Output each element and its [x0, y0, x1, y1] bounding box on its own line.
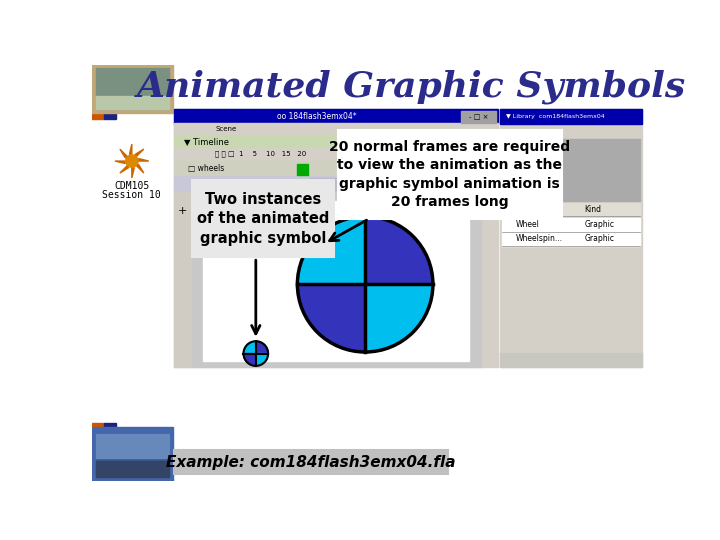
Text: 20 normal frames are required
to view the animation as the
graphic symbol animat: 20 normal frames are required to view th… [329, 140, 570, 209]
Text: - □ ×: - □ × [469, 114, 489, 120]
Polygon shape [115, 161, 132, 163]
Bar [462, 111, 496, 123]
Text: +: + [178, 206, 187, 216]
Polygon shape [256, 341, 268, 354]
Bar [174, 135, 498, 148]
Polygon shape [132, 149, 144, 161]
Bar [174, 450, 448, 475]
Bar [503, 139, 640, 201]
Bar [96, 68, 168, 96]
Bar [104, 423, 117, 481]
Polygon shape [132, 159, 149, 161]
Polygon shape [130, 144, 132, 161]
Text: Two instances
of the animated
graphic symbol: Two instances of the animated graphic sy… [197, 192, 329, 246]
Bar [174, 148, 498, 161]
Bar [174, 177, 498, 192]
Bar [309, 178, 394, 191]
Text: 2 Items: 2 Items [505, 131, 533, 140]
Polygon shape [297, 284, 365, 352]
Text: 📷 🔒 □  1    5    10   15   20: 📷 🔒 □ 1 5 10 15 20 [215, 151, 306, 158]
Text: Example: com184flash3emx04.fla: Example: com184flash3emx04.fla [166, 455, 456, 470]
Bar [96, 434, 168, 457]
Bar [92, 423, 104, 481]
Bar [392, 178, 401, 191]
Text: Session 10: Session 10 [102, 190, 161, 200]
Bar [174, 109, 498, 124]
Bar [92, 427, 173, 481]
Bar [503, 232, 640, 246]
Bar [192, 180, 334, 257]
Circle shape [126, 155, 138, 167]
Text: Kind: Kind [585, 205, 602, 214]
Bar [174, 109, 498, 367]
Text: □ wheels: □ wheels [188, 164, 225, 173]
Bar [388, 148, 397, 161]
Bar [174, 161, 498, 177]
Bar [503, 218, 640, 232]
Text: CDM105: CDM105 [114, 181, 150, 192]
Polygon shape [297, 217, 365, 284]
Bar [92, 65, 104, 119]
Polygon shape [365, 217, 433, 284]
Bar [96, 434, 168, 477]
Text: Graphic: Graphic [585, 220, 615, 230]
Bar [96, 461, 168, 477]
Polygon shape [365, 284, 433, 352]
Bar [92, 65, 173, 112]
Bar [500, 109, 642, 124]
Text: Animated Graphic Symbols: Animated Graphic Symbols [137, 69, 686, 104]
Polygon shape [132, 161, 144, 173]
Polygon shape [243, 354, 256, 366]
Polygon shape [256, 354, 268, 366]
Text: Wheel: Wheel [516, 220, 539, 230]
Bar [500, 109, 642, 367]
Bar [192, 191, 481, 367]
Polygon shape [132, 161, 134, 178]
Bar [96, 68, 168, 110]
Bar [297, 164, 308, 175]
Text: Graphic: Graphic [585, 234, 615, 244]
Polygon shape [120, 161, 132, 173]
Text: ▼ Timeline: ▼ Timeline [184, 137, 229, 146]
Bar [204, 201, 469, 361]
Bar [338, 130, 562, 219]
Bar [503, 202, 640, 217]
Bar [104, 65, 117, 119]
Bar [174, 191, 191, 367]
Text: oo 184flash3emx04*: oo 184flash3emx04* [276, 112, 356, 121]
Text: Wheelspin...: Wheelspin... [516, 234, 562, 244]
Bar [96, 96, 168, 110]
Polygon shape [120, 149, 132, 161]
Polygon shape [243, 341, 256, 354]
Text: Name: Name [508, 205, 530, 214]
Bar [500, 353, 642, 367]
Text: Scene: Scene [215, 126, 236, 132]
Bar [174, 123, 498, 135]
Text: ▼ Library  com184flash3emx04: ▼ Library com184flash3emx04 [506, 114, 605, 119]
